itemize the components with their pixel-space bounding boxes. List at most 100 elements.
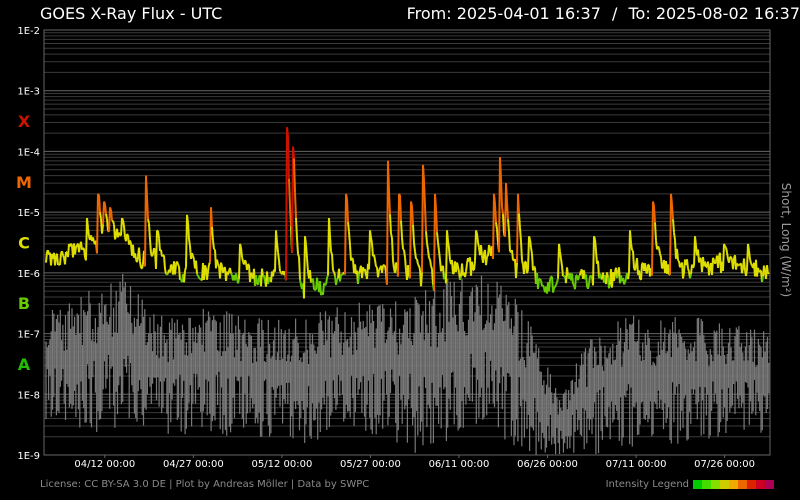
long-wave-trace (104, 203, 107, 215)
long-wave-trace (110, 210, 113, 222)
long-wave-trace (638, 270, 641, 280)
long-wave-trace (141, 263, 144, 269)
long-wave-trace (585, 274, 588, 287)
long-wave-trace (177, 263, 180, 267)
long-wave-trace (634, 264, 637, 271)
intensity-legend: Intensity Legend (606, 479, 774, 490)
long-wave-trace (434, 193, 437, 210)
long-wave-trace (512, 259, 515, 262)
long-wave-trace (57, 263, 60, 266)
long-wave-trace (399, 194, 402, 221)
long-wave-trace (388, 191, 391, 215)
long-wave-trace (599, 273, 602, 279)
long-wave-trace (679, 265, 682, 268)
long-wave-trace (552, 287, 555, 293)
long-wave-trace (566, 267, 569, 277)
long-wave-trace (86, 217, 89, 229)
long-wave-trace (62, 254, 65, 258)
long-wave-trace (174, 264, 177, 275)
long-wave-trace (122, 220, 125, 227)
long-wave-trace (652, 201, 655, 207)
long-wave-trace (382, 264, 385, 267)
long-wave-trace (78, 245, 81, 253)
long-wave-trace (212, 240, 215, 250)
x-tick-label: 04/12 00:00 (74, 459, 135, 470)
long-wave-trace (390, 233, 393, 239)
long-wave-trace (56, 253, 59, 265)
long-wave-trace (241, 256, 244, 262)
long-wave-trace (425, 231, 428, 244)
long-wave-trace (477, 242, 480, 248)
long-wave-trace (306, 258, 309, 272)
long-wave-trace (404, 257, 407, 271)
long-wave-trace (488, 244, 491, 249)
long-wave-trace (164, 268, 167, 275)
long-wave-trace (508, 231, 511, 252)
long-wave-trace (482, 253, 485, 263)
long-wave-trace (322, 283, 325, 295)
long-wave-trace (496, 229, 499, 243)
long-wave-trace (549, 276, 552, 281)
y-tick-label: 1E-6 (17, 269, 40, 280)
flare-class-b: B (18, 294, 30, 313)
long-wave-trace (554, 284, 557, 288)
long-wave-trace (427, 249, 430, 259)
long-wave-trace (374, 259, 377, 267)
long-wave-trace (530, 247, 533, 255)
long-wave-trace (682, 272, 685, 279)
long-wave-trace (446, 230, 449, 242)
long-wave-trace (368, 230, 371, 270)
long-wave-trace (326, 274, 329, 279)
long-wave-trace (524, 260, 527, 263)
long-wave-trace (474, 230, 477, 261)
long-wave-trace (222, 267, 225, 274)
long-wave-trace (646, 264, 649, 274)
long-wave-trace (560, 258, 563, 267)
axes: 1E-9 1E-8 1E-7 1E-6 1E-5 1E-4 1E-3 1E-2 04/12 00… (16, 26, 771, 470)
long-wave-trace (304, 236, 307, 245)
long-wave-trace (763, 265, 766, 273)
long-wave-trace (437, 242, 440, 251)
long-wave-trace (145, 175, 148, 198)
long-wave-trace (186, 214, 189, 223)
long-wave-trace (240, 247, 243, 258)
flare-class-x: X (18, 112, 31, 131)
long-wave-trace (346, 198, 349, 223)
long-wave-trace (255, 274, 258, 285)
long-wave-trace (108, 207, 111, 232)
long-wave-trace (749, 258, 752, 264)
long-wave-trace (398, 193, 401, 196)
long-wave-trace (276, 242, 279, 253)
long-wave-trace (87, 228, 90, 237)
long-wave-trace (501, 206, 504, 215)
long-wave-trace (644, 263, 647, 272)
intensity-swatch (702, 480, 711, 489)
long-wave-trace (275, 230, 278, 243)
flare-class-c: C (18, 234, 30, 253)
long-wave-trace (459, 276, 462, 281)
long-wave-trace (724, 245, 727, 249)
long-wave-trace (188, 238, 191, 247)
long-wave-trace (667, 264, 670, 275)
long-wave-trace (559, 251, 562, 259)
long-wave-trace (499, 157, 502, 179)
long-wave-trace (210, 207, 213, 228)
chart-title: GOES X-Ray Flux - UTC (40, 4, 223, 23)
long-wave-trace (539, 278, 542, 281)
long-wave-trace (506, 202, 509, 220)
long-wave-trace (725, 247, 728, 253)
long-wave-trace (507, 219, 510, 233)
long-wave-trace (745, 269, 748, 277)
long-wave-trace (519, 227, 522, 242)
long-wave-trace (495, 222, 498, 230)
long-wave-trace (335, 279, 338, 286)
long-wave-trace (694, 236, 697, 247)
long-wave-trace (447, 240, 450, 249)
long-wave-trace (630, 242, 633, 251)
long-wave-trace (377, 269, 380, 278)
long-wave-trace (747, 243, 750, 251)
long-wave-trace (375, 265, 378, 269)
long-wave-trace (660, 257, 663, 269)
long-wave-trace (333, 271, 336, 277)
